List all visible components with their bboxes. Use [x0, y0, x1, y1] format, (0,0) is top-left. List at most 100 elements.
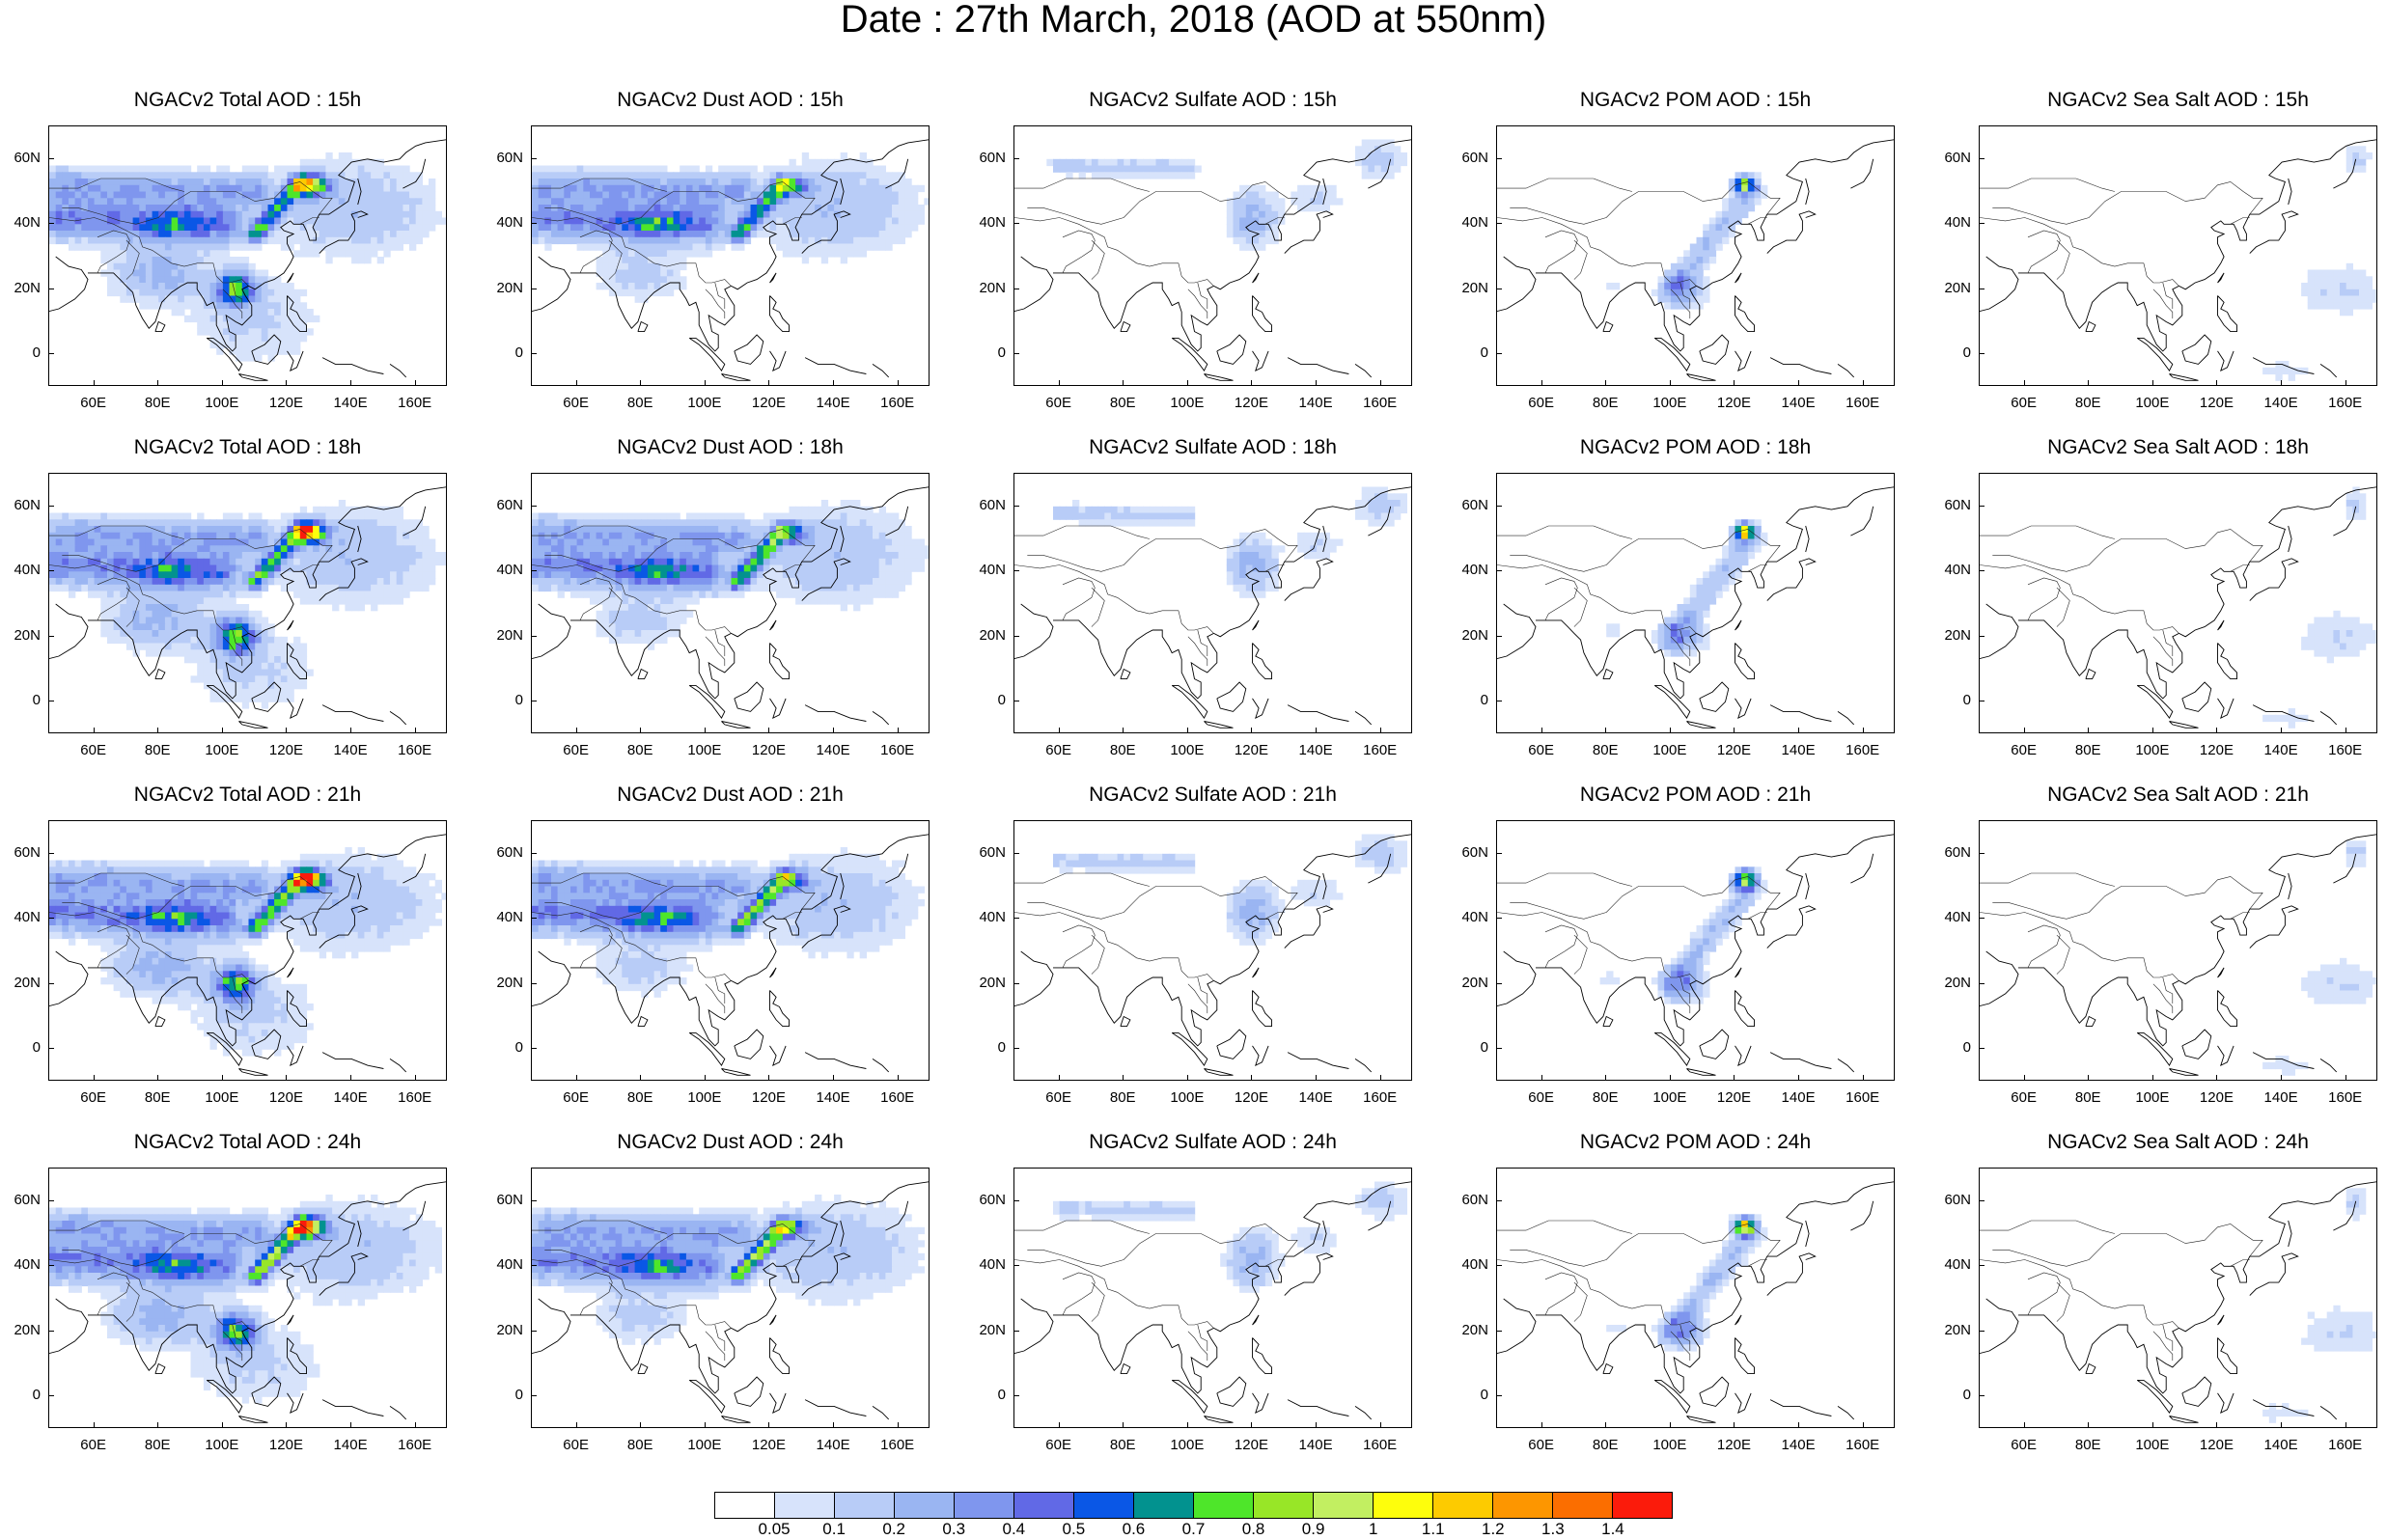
lon-tick-label: 120E: [751, 742, 786, 758]
lat-tick-mark: [1013, 157, 1019, 159]
aod-field-svg: [1497, 139, 1894, 381]
lat-tick-label: 40N: [496, 214, 523, 232]
lon-tick-mark: [1862, 380, 1864, 386]
lon-tick-label: 160E: [2328, 742, 2363, 758]
lon-tick-mark: [2345, 380, 2346, 386]
lat-tick-mark: [1979, 1048, 1985, 1050]
panel-title: NGACv2 Sulfate AOD : 24h: [1089, 1131, 1337, 1153]
lat-tick-mark: [48, 1199, 54, 1201]
lat-tick-mark: [1496, 1265, 1502, 1267]
colorbar-box: [895, 1493, 955, 1518]
colorbar-label: 0.4: [1002, 1520, 1026, 1538]
lat-tick-label: 20N: [1461, 279, 1488, 296]
lon-tick-label: 80E: [2074, 395, 2101, 411]
lon-tick-mark: [93, 380, 95, 386]
lat-tick-label: 60N: [1944, 843, 1971, 861]
lon-tick-label: 60E: [2011, 1437, 2037, 1453]
lon-tick-mark: [286, 728, 288, 733]
lon-tick-mark: [2151, 728, 2153, 733]
lat-tick-label: 20N: [14, 974, 41, 991]
aod-map-panel: [1013, 1168, 1412, 1428]
colorbar-label: 0.8: [1241, 1520, 1265, 1538]
colorbar-label: 1.2: [1481, 1520, 1505, 1538]
lon-tick-mark: [2088, 1422, 2090, 1428]
lat-tick-label: 0: [1480, 1039, 1488, 1057]
aod-field-svg: [532, 139, 929, 381]
lon-tick-label: 80E: [1592, 742, 1619, 758]
lat-tick-mark: [531, 635, 537, 637]
lon-tick-label: 100E: [2135, 1437, 2170, 1453]
lon-tick-mark: [93, 1422, 95, 1428]
lon-tick-mark: [157, 728, 159, 733]
aod-field-svg: [1980, 486, 2376, 729]
lat-tick-label: 20N: [979, 1321, 1006, 1338]
lat-tick-label: 60N: [1944, 1191, 1971, 1208]
lat-tick-label: 60N: [14, 843, 41, 861]
lat-tick-mark: [1496, 1199, 1502, 1201]
colorbar-label: 0.9: [1301, 1520, 1325, 1538]
lat-tick-mark: [1496, 918, 1502, 920]
lon-tick-label: 160E: [398, 1089, 432, 1106]
lat-tick-label: 0: [997, 1039, 1006, 1057]
lat-tick-label: 20N: [1944, 974, 1971, 991]
lat-tick-mark: [48, 223, 54, 225]
lat-tick-mark: [48, 505, 54, 507]
aod-map-panel: [1979, 820, 2377, 1081]
lon-tick-label: 60E: [1045, 1437, 1071, 1453]
lat-tick-mark: [1013, 852, 1019, 854]
lat-tick-label: 40N: [14, 562, 41, 579]
lon-tick-mark: [1734, 380, 1735, 386]
lon-tick-label: 160E: [2328, 1437, 2363, 1453]
lat-tick-label: 60N: [1461, 496, 1488, 513]
lon-tick-mark: [1540, 728, 1542, 733]
lon-tick-mark: [1251, 728, 1253, 733]
lat-tick-label: 0: [997, 692, 1006, 709]
colorbar-box: [1014, 1493, 1074, 1518]
lat-tick-label: 20N: [979, 279, 1006, 296]
lon-tick-label: 160E: [398, 1437, 432, 1453]
lat-tick-label: 60N: [1461, 1191, 1488, 1208]
lon-tick-mark: [1734, 1075, 1735, 1081]
lat-tick-label: 60N: [1461, 149, 1488, 166]
colorbar-label: 1: [1368, 1520, 1378, 1538]
lat-tick-label: 60N: [979, 843, 1006, 861]
lat-tick-mark: [1496, 1395, 1502, 1397]
lon-tick-mark: [2023, 1422, 2025, 1428]
lon-tick-label: 80E: [1109, 395, 1136, 411]
lon-tick-mark: [1123, 1075, 1124, 1081]
lat-tick-label: 60N: [14, 1191, 41, 1208]
lon-tick-label: 120E: [268, 1089, 303, 1106]
lon-tick-mark: [640, 728, 642, 733]
lat-tick-label: 20N: [14, 626, 41, 644]
lon-tick-mark: [1862, 1075, 1864, 1081]
lon-tick-label: 160E: [398, 742, 432, 758]
lon-tick-mark: [2281, 1075, 2283, 1081]
lat-tick-mark: [48, 1395, 54, 1397]
lon-tick-label: 80E: [626, 1089, 653, 1106]
lat-tick-label: 40N: [496, 909, 523, 926]
lat-tick-mark: [1496, 353, 1502, 355]
lon-tick-mark: [2281, 380, 2283, 386]
lon-tick-mark: [157, 1075, 159, 1081]
lon-tick-mark: [640, 1075, 642, 1081]
lat-tick-mark: [48, 635, 54, 637]
lat-tick-label: 20N: [1944, 1321, 1971, 1338]
lat-tick-mark: [1979, 982, 1985, 984]
lon-tick-mark: [1316, 380, 1318, 386]
lat-tick-mark: [1013, 1395, 1019, 1397]
lon-tick-label: 120E: [751, 395, 786, 411]
lon-tick-label: 160E: [1846, 395, 1880, 411]
lon-tick-mark: [2216, 1075, 2218, 1081]
aod-map-panel: [1979, 473, 2377, 733]
lon-tick-mark: [414, 380, 416, 386]
lon-tick-label: 80E: [626, 395, 653, 411]
lon-tick-mark: [1316, 1075, 1318, 1081]
lon-tick-mark: [2216, 1422, 2218, 1428]
lat-tick-mark: [531, 1330, 537, 1332]
lon-tick-mark: [704, 1422, 706, 1428]
lat-tick-label: 0: [1962, 1039, 1971, 1057]
lat-tick-label: 20N: [1461, 974, 1488, 991]
lat-tick-mark: [531, 1199, 537, 1201]
lon-tick-mark: [1186, 728, 1188, 733]
lon-tick-label: 80E: [1592, 1437, 1619, 1453]
